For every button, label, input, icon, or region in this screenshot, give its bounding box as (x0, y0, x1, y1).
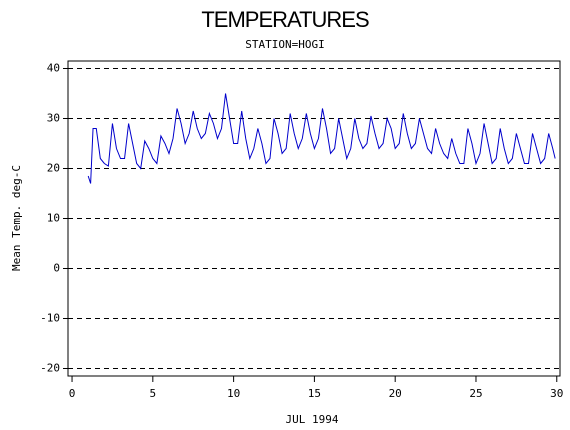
chart-title: TEMPERATURES (201, 7, 369, 32)
y-tick-label: 20 (47, 162, 60, 175)
x-tick-label: 0 (69, 387, 76, 400)
y-tick-label: 10 (47, 212, 60, 225)
x-tick-label: 20 (389, 387, 402, 400)
x-tick-label: 25 (469, 387, 482, 400)
y-tick-label: 30 (47, 112, 60, 125)
x-tick-label: 5 (150, 387, 157, 400)
x-tick-label: 30 (550, 387, 563, 400)
y-tick-label: -10 (40, 312, 60, 325)
x-tick-label: 10 (227, 387, 240, 400)
y-axis-label: Mean Temp. deg-C (10, 165, 23, 271)
y-tick-label: 0 (53, 262, 60, 275)
y-tick-label: -20 (40, 362, 60, 375)
chart-subtitle: STATION=HOGI (245, 38, 324, 51)
x-tick-label: 15 (308, 387, 321, 400)
data-line (87, 93, 556, 184)
x-axis-label: JUL 1994 (286, 413, 339, 426)
y-tick-label: 40 (47, 62, 60, 75)
